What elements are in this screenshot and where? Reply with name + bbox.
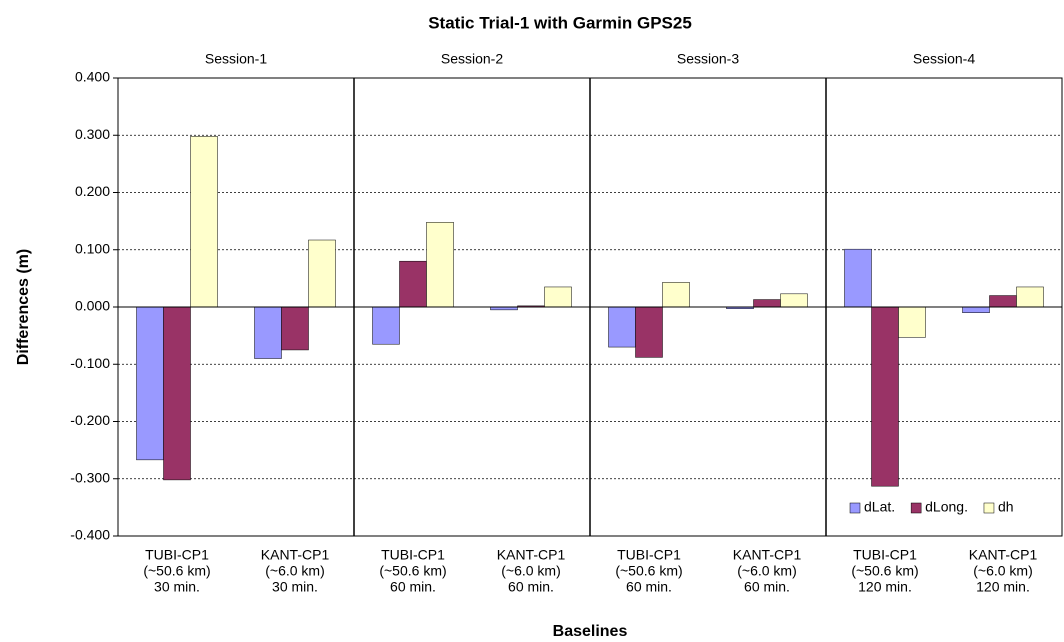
y-tick-label: 0.100 bbox=[75, 240, 110, 256]
bar bbox=[399, 260, 427, 308]
bar bbox=[372, 306, 400, 345]
session-label: Session-2 bbox=[441, 51, 503, 67]
x-tick-label: 30 min. bbox=[272, 579, 318, 595]
legend-swatch bbox=[983, 502, 995, 514]
bar bbox=[844, 248, 872, 308]
bar bbox=[190, 136, 218, 308]
y-tick-label: 0.000 bbox=[75, 298, 110, 314]
x-tick-label: 60 min. bbox=[390, 579, 436, 595]
x-tick-label: KANT-CP1 bbox=[261, 547, 330, 563]
bar bbox=[662, 282, 690, 308]
bar bbox=[780, 293, 808, 308]
bar bbox=[753, 299, 781, 308]
x-axis-title: Baselines bbox=[553, 623, 628, 640]
y-axis-title: Differences (m) bbox=[15, 249, 32, 365]
x-tick-label: (~6.0 km) bbox=[737, 563, 797, 579]
x-tick-label: TUBI-CP1 bbox=[381, 547, 445, 563]
bar bbox=[989, 295, 1017, 308]
x-tick-label: (~6.0 km) bbox=[973, 563, 1033, 579]
x-tick-label: TUBI-CP1 bbox=[145, 547, 209, 563]
x-tick-label: (~6.0 km) bbox=[265, 563, 325, 579]
y-tick-label: -0.200 bbox=[70, 412, 110, 428]
x-tick-label: 60 min. bbox=[508, 579, 554, 595]
bar bbox=[871, 306, 899, 487]
x-tick-label: (~6.0 km) bbox=[501, 563, 561, 579]
x-tick-label: (~50.6 km) bbox=[379, 563, 446, 579]
x-tick-label: TUBI-CP1 bbox=[617, 547, 681, 563]
bar bbox=[544, 286, 572, 308]
x-tick-label: KANT-CP1 bbox=[733, 547, 802, 563]
x-tick-label: 60 min. bbox=[744, 579, 790, 595]
y-tick-label: 0.200 bbox=[75, 183, 110, 199]
legend-swatch bbox=[910, 502, 922, 514]
bar bbox=[426, 222, 454, 308]
x-tick-label: KANT-CP1 bbox=[497, 547, 566, 563]
legend-label: dh bbox=[998, 499, 1014, 515]
y-tick-label: -0.400 bbox=[70, 527, 110, 543]
bar bbox=[163, 306, 191, 481]
y-tick-label: -0.300 bbox=[70, 469, 110, 485]
bar bbox=[1016, 286, 1044, 308]
x-tick-label: KANT-CP1 bbox=[969, 547, 1038, 563]
legend-label: dLat. bbox=[864, 499, 895, 515]
y-tick-label: -0.100 bbox=[70, 355, 110, 371]
x-tick-label: (~50.6 km) bbox=[615, 563, 682, 579]
x-tick-label: 60 min. bbox=[626, 579, 672, 595]
x-tick-label: 30 min. bbox=[154, 579, 200, 595]
x-tick-label: TUBI-CP1 bbox=[853, 547, 917, 563]
bar bbox=[962, 306, 990, 313]
bar bbox=[608, 306, 636, 348]
bar bbox=[254, 306, 282, 359]
session-label: Session-4 bbox=[913, 51, 975, 67]
bar bbox=[136, 306, 164, 461]
x-tick-label: 120 min. bbox=[976, 579, 1030, 595]
y-tick-label: 0.300 bbox=[75, 126, 110, 142]
session-label: Session-3 bbox=[677, 51, 739, 67]
y-tick-label: 0.400 bbox=[75, 69, 110, 85]
x-tick-label: 120 min. bbox=[858, 579, 912, 595]
bar bbox=[281, 306, 309, 351]
bar bbox=[898, 306, 926, 338]
legend-label: dLong. bbox=[925, 499, 968, 515]
x-tick-label: (~50.6 km) bbox=[851, 563, 918, 579]
legend-swatch bbox=[849, 502, 861, 514]
bar bbox=[308, 239, 336, 308]
x-tick-label: (~50.6 km) bbox=[143, 563, 210, 579]
bar bbox=[635, 306, 663, 358]
session-label: Session-1 bbox=[205, 51, 267, 67]
chart-title: Static Trial-1 with Garmin GPS25 bbox=[428, 13, 692, 32]
